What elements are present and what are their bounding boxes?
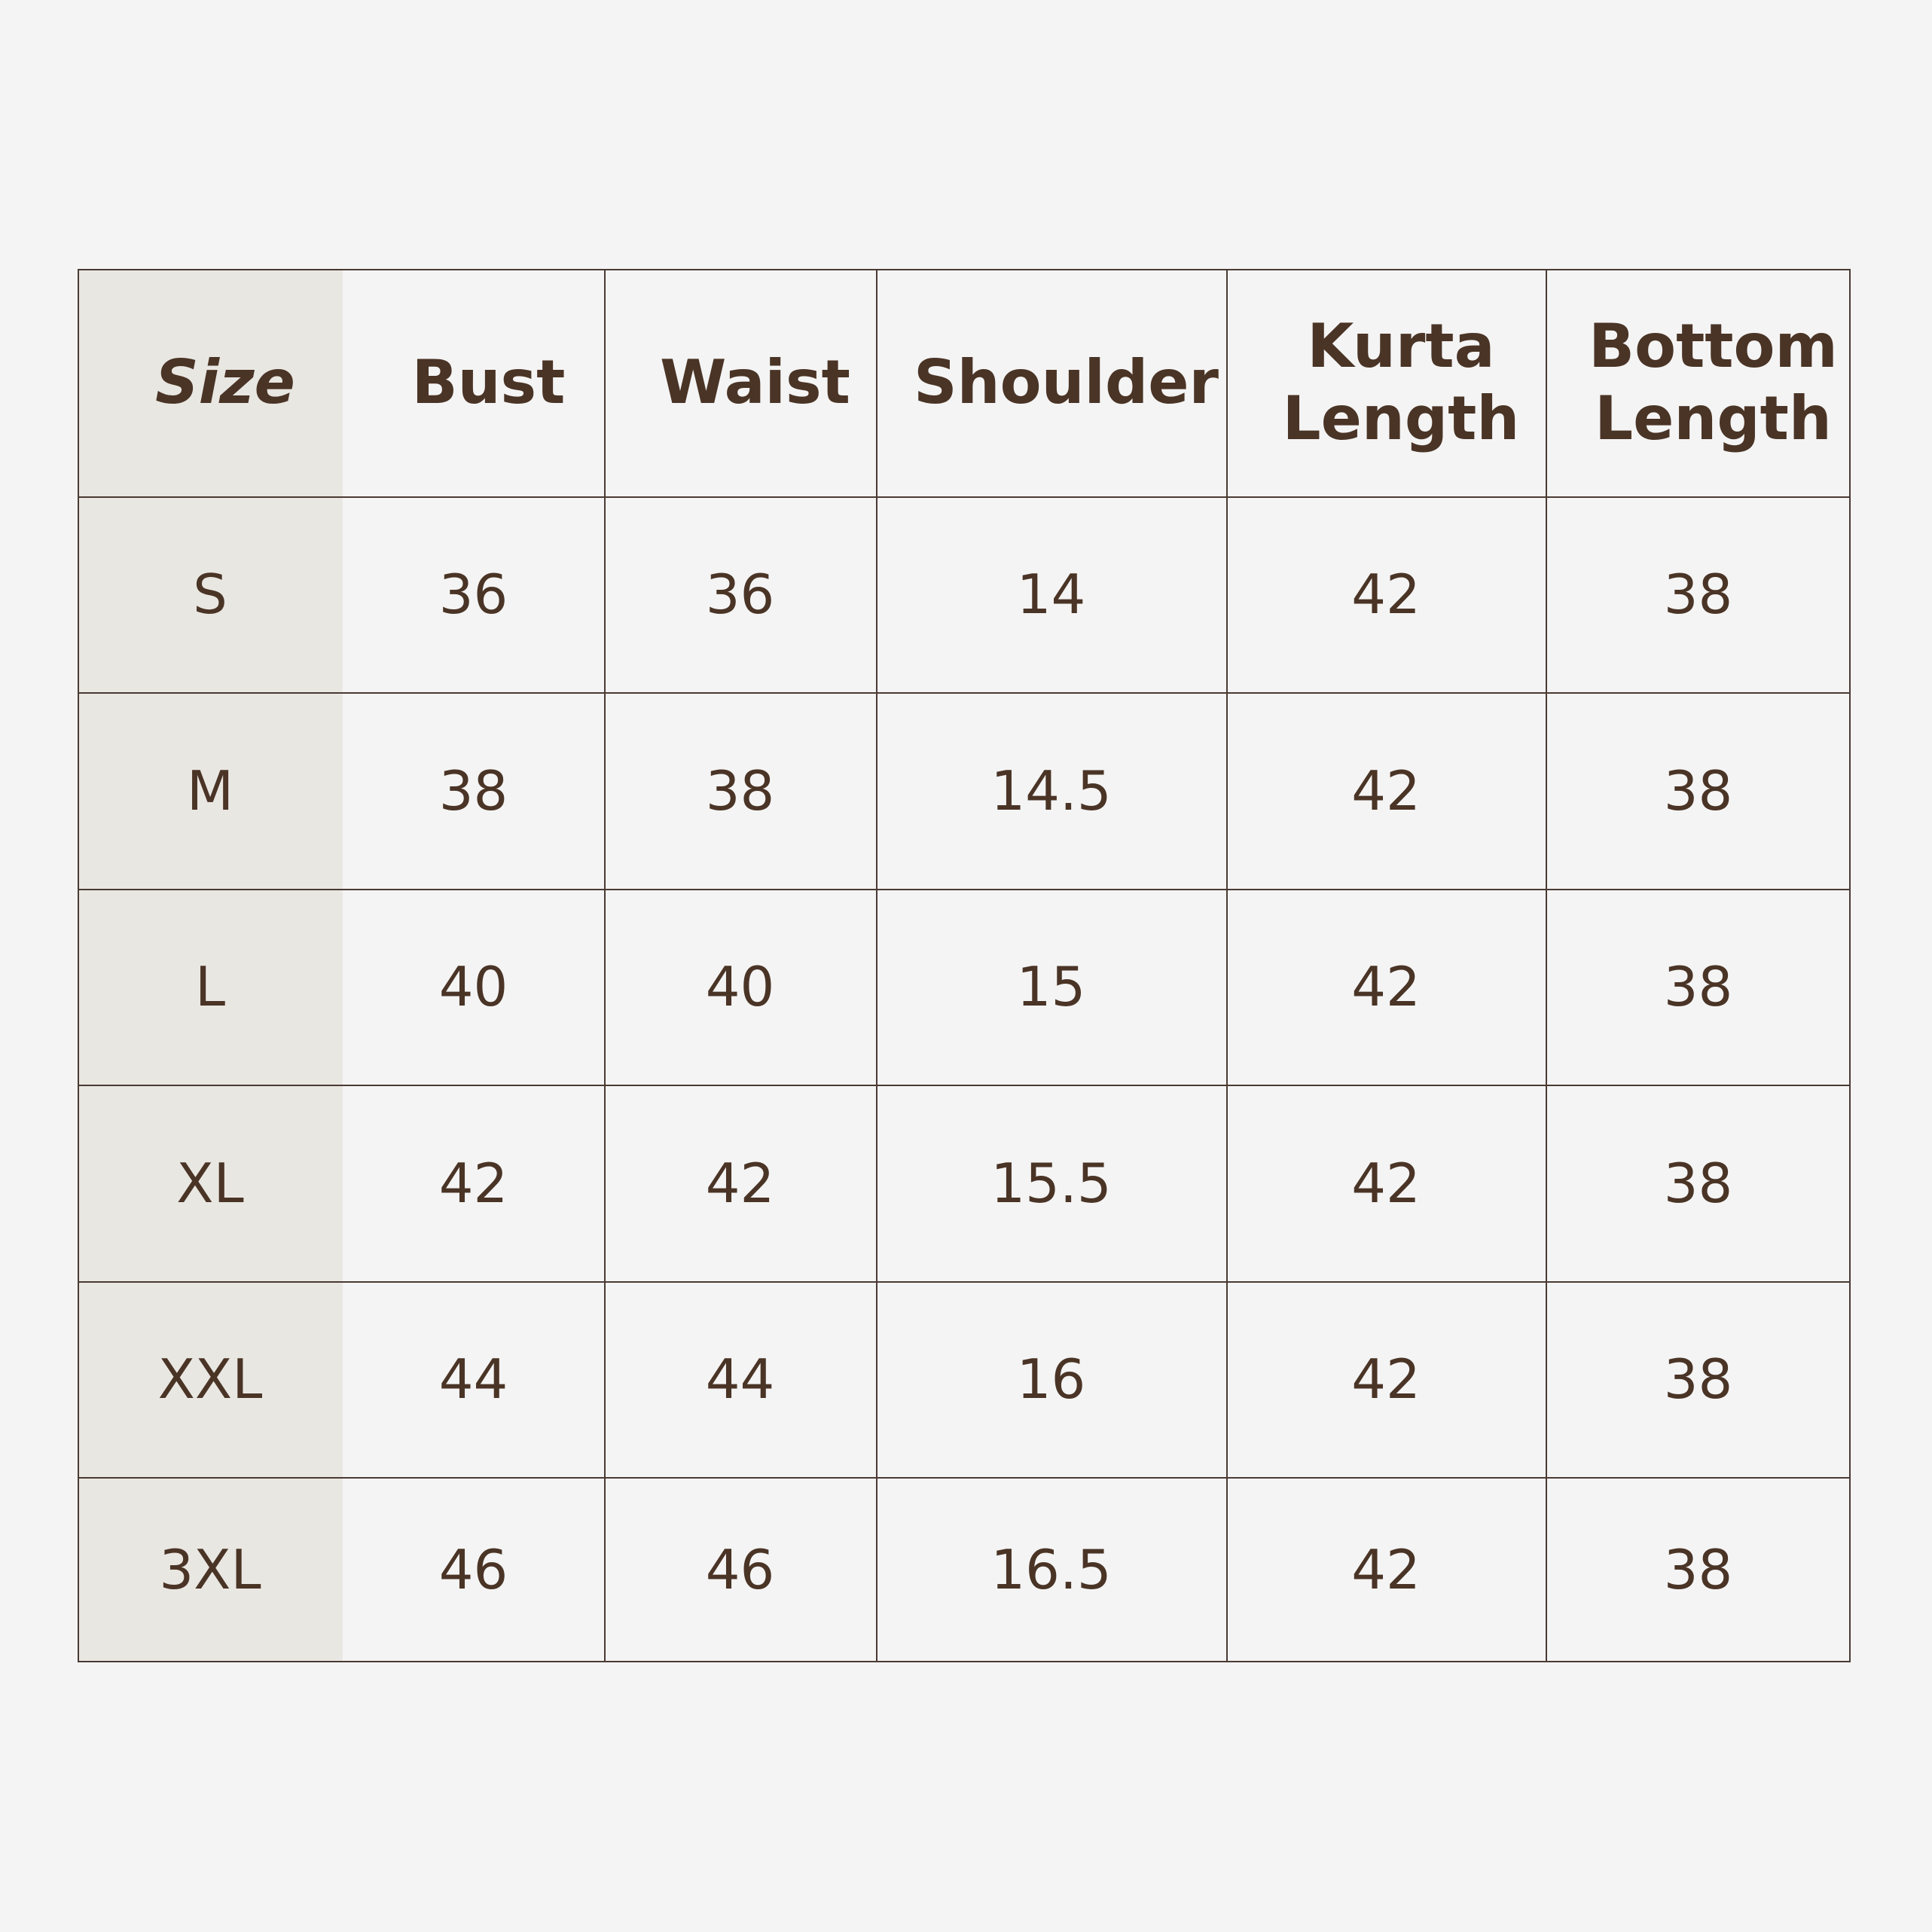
- column-divider: [604, 269, 606, 1662]
- row-divider: [78, 496, 1851, 498]
- measurement-cell: 14.5: [990, 758, 1112, 823]
- column-header: Bust: [411, 347, 566, 417]
- size-label: 3XL: [159, 1538, 261, 1601]
- measurement-cell: 15.5: [990, 1151, 1112, 1215]
- row-divider: [78, 1477, 1851, 1479]
- measurement-cell: 14: [1016, 563, 1086, 626]
- measurement-cell: 16.5: [990, 1538, 1112, 1601]
- measurement-cell: 42: [705, 1151, 775, 1215]
- size-label: XXL: [157, 1348, 263, 1411]
- measurement-cell: 38: [1663, 1151, 1733, 1215]
- measurement-cell: 16: [1016, 1348, 1086, 1411]
- measurement-cell: 38: [705, 758, 775, 823]
- measurement-cell: 44: [705, 1348, 775, 1411]
- column-header: Shoulder: [914, 347, 1219, 417]
- measurement-cell: 42: [438, 1151, 508, 1215]
- column-header: Waist: [660, 347, 850, 417]
- measurement-cell: 46: [705, 1538, 775, 1601]
- measurement-cell: 40: [705, 955, 775, 1018]
- column-header: Bottom Length: [1589, 311, 1838, 453]
- column-divider: [876, 269, 877, 1662]
- size-chart-table: [78, 269, 1851, 1662]
- size-label: S: [193, 563, 227, 626]
- column-divider: [1226, 269, 1228, 1662]
- column-header: Size: [155, 347, 295, 417]
- row-divider: [78, 1281, 1851, 1283]
- measurement-cell: 42: [1351, 1151, 1421, 1215]
- size-label: M: [186, 758, 234, 823]
- measurement-cell: 44: [438, 1348, 508, 1411]
- column-header: Kurta Length: [1282, 311, 1520, 453]
- measurement-cell: 38: [1663, 955, 1733, 1018]
- column-divider: [1546, 269, 1547, 1662]
- size-label: L: [194, 955, 226, 1018]
- row-divider: [78, 1085, 1851, 1086]
- row-divider: [78, 889, 1851, 890]
- measurement-cell: 36: [705, 563, 775, 626]
- measurement-cell: 38: [1663, 1538, 1733, 1601]
- measurement-cell: 36: [438, 563, 508, 626]
- measurement-cell: 42: [1351, 758, 1421, 823]
- measurement-cell: 38: [438, 758, 508, 823]
- measurement-cell: 42: [1351, 1538, 1421, 1601]
- measurement-cell: 46: [438, 1538, 508, 1601]
- measurement-cell: 15: [1016, 955, 1086, 1018]
- size-column-shade: [78, 269, 343, 1662]
- row-divider: [78, 692, 1851, 694]
- measurement-cell: 38: [1663, 563, 1733, 626]
- measurement-cell: 38: [1663, 1348, 1733, 1411]
- measurement-cell: 42: [1351, 1348, 1421, 1411]
- size-label: XL: [176, 1151, 244, 1215]
- measurement-cell: 40: [438, 955, 508, 1018]
- measurement-cell: 42: [1351, 955, 1421, 1018]
- measurement-cell: 38: [1663, 758, 1733, 823]
- measurement-cell: 42: [1351, 563, 1421, 626]
